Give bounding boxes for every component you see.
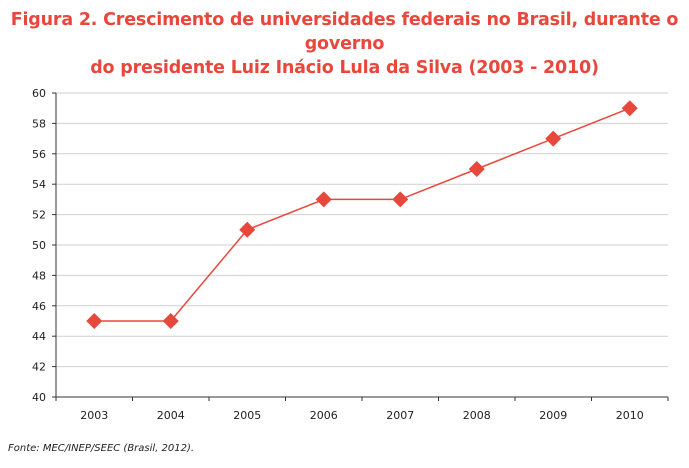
y-tick-label: 44 [32,330,46,343]
data-point-marker [162,313,179,329]
series-line [94,107,631,322]
data-point-marker [86,313,103,329]
y-tick-label: 54 [32,178,46,191]
chart-title-line-1: Figura 2. Crescimento de universidades f… [10,10,679,54]
x-tick-label: 2003 [80,409,108,422]
source-note: Fonte: MEC/INEP/SEEC (Brasil, 2012). [8,443,195,454]
x-tick-label: 2005 [233,409,261,422]
x-tick-label: 2010 [616,409,644,422]
x-axis: 2003 2004 2005 2006 2007 2008 2009 2010 [55,396,669,422]
x-tick-label: 2004 [157,409,185,422]
y-tick-label: 50 [32,239,46,252]
x-tick-label: 2006 [310,409,338,422]
y-tick-label: 60 [32,87,46,100]
y-tick-label: 46 [32,300,46,313]
data-point-marker [315,191,332,208]
data-point-marker [239,221,256,238]
y-tick-label: 40 [32,391,46,404]
y-tick-label: 52 [32,209,46,222]
x-tick-label: 2008 [463,409,491,422]
x-tick-label: 2009 [539,409,567,422]
y-tick-label: 56 [32,148,46,161]
chart-title: Figura 2. Crescimento de universidades f… [0,8,689,80]
y-axis: 40 42 44 46 48 50 52 54 56 58 60 [32,87,57,404]
y-tick-label: 42 [32,361,46,374]
y-tick-label: 48 [32,269,46,282]
x-tick-label: 2007 [386,409,414,422]
gridlines [56,92,668,368]
data-point-marker [545,130,562,147]
series [86,100,638,329]
data-point-marker [392,191,409,208]
chart-title-line-2: do presidente Luiz Inácio Lula da Silva … [90,58,599,78]
y-tick-label: 58 [32,117,46,130]
data-point-marker [468,161,485,177]
data-point-marker [621,100,638,117]
